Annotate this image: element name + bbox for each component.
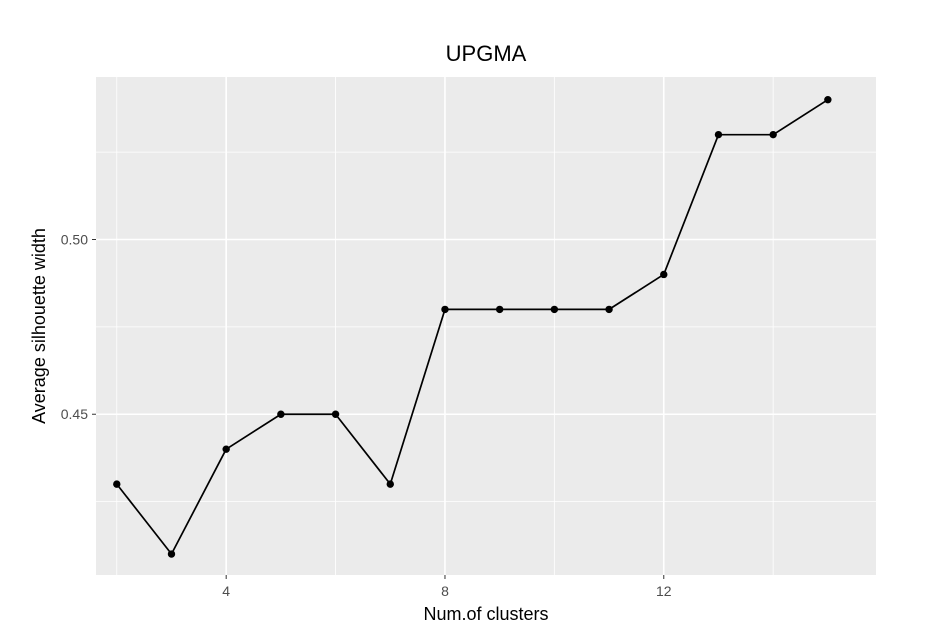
x-tick-label: 12 — [656, 583, 672, 599]
data-point — [277, 410, 285, 418]
y-axis-title: Average silhouette width — [29, 228, 49, 424]
data-point — [550, 305, 559, 314]
data-point — [495, 305, 504, 314]
data-point — [167, 550, 176, 558]
data-point — [331, 410, 340, 418]
data-point — [824, 96, 832, 104]
x-tick-label: 8 — [441, 583, 449, 599]
y-tick-label: 0.50 — [61, 232, 88, 248]
y-tick-label: 0.45 — [61, 406, 88, 422]
data-point — [441, 305, 449, 314]
labels-layer: 4 8 12 0.45 0.50 — [61, 232, 672, 599]
data-point — [222, 445, 230, 453]
series-layer — [113, 96, 832, 558]
chart-title: UPGMA — [446, 41, 527, 66]
data-point — [605, 305, 613, 314]
data-point — [714, 130, 723, 139]
data-point — [769, 130, 777, 139]
plot-panel — [96, 77, 876, 575]
data-point — [660, 270, 668, 279]
data-point — [113, 480, 121, 488]
x-tick-label: 4 — [222, 583, 230, 599]
data-point — [386, 480, 394, 488]
axis-ticks — [92, 239, 665, 579]
x-axis-title: Num.of clusters — [423, 604, 548, 624]
series-line — [115, 98, 829, 555]
major-gridlines — [96, 77, 876, 575]
